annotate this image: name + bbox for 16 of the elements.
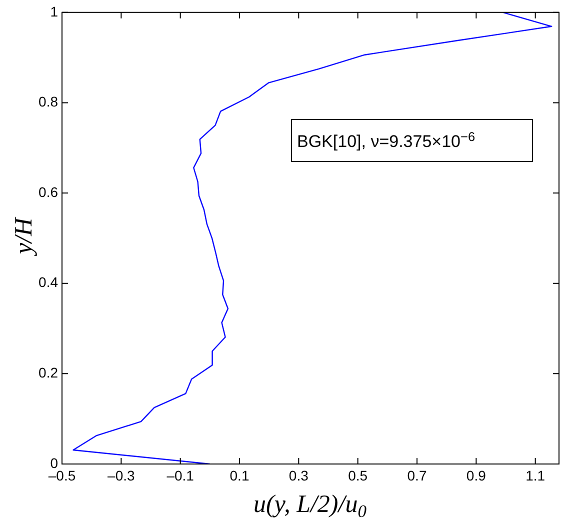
annotation: BGK[10], ν=9.375×10$^{−6}$ <box>291 119 533 162</box>
x-tick-label: 0.1 <box>230 467 250 484</box>
y-tick-label: 0.4 <box>38 274 58 290</box>
x-tick-label: –0.1 <box>166 467 194 484</box>
x-tick-label: 1.1 <box>526 467 546 484</box>
x-tick-label: 0.7 <box>407 467 427 484</box>
x-tick-label: 0.5 <box>348 467 368 484</box>
y-tick-label: 0.2 <box>38 364 58 381</box>
x-axis-title: u(y, L/2)/u$_{0}$ <box>254 491 366 522</box>
x-tick-label: 0.3 <box>288 467 309 484</box>
y-tick-label: 1 <box>50 3 58 20</box>
y-axis-title: y/H <box>10 218 38 254</box>
y-tick-label: 0.6 <box>38 184 58 200</box>
x-tick-label: –0.3 <box>108 467 136 484</box>
x-tick-label: 0.9 <box>466 467 486 484</box>
y-tick-label: 0.8 <box>38 94 58 110</box>
